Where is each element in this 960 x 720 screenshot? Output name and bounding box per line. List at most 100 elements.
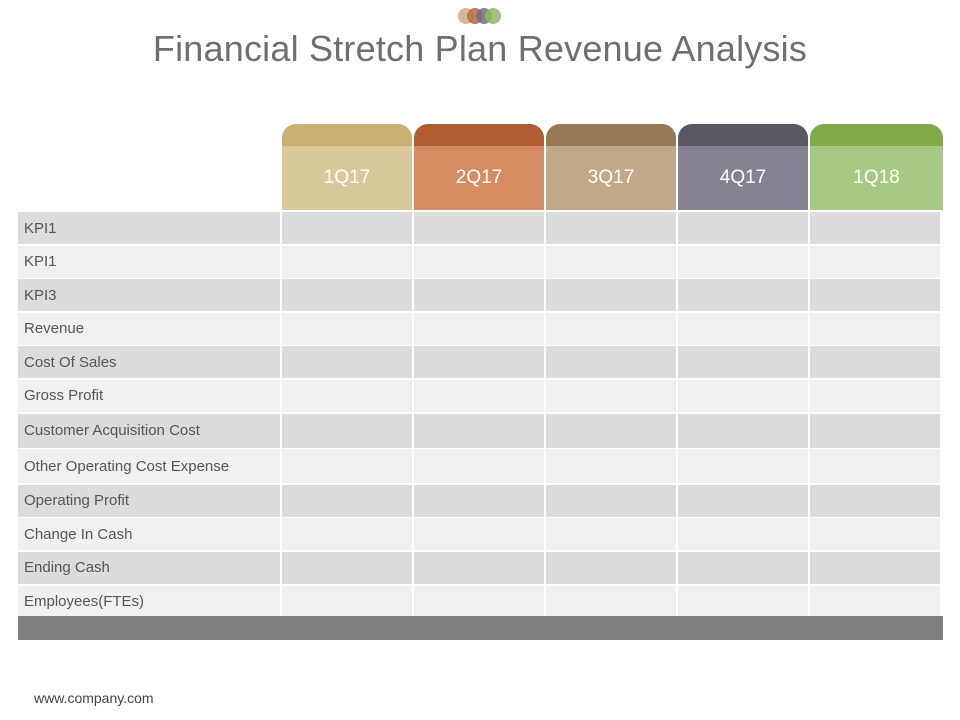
table-row: KPI1 <box>18 245 943 278</box>
column-header-label: 2Q17 <box>414 146 544 210</box>
column-header-label: 1Q18 <box>810 146 943 210</box>
table-cell[interactable] <box>678 551 808 584</box>
row-label: Customer Acquisition Cost <box>18 413 280 448</box>
logo-icon <box>458 8 504 26</box>
table-cell[interactable] <box>678 449 808 484</box>
table-cell[interactable] <box>282 413 412 448</box>
table-cell[interactable] <box>810 312 940 345</box>
footer-bar <box>18 616 943 640</box>
table-cell[interactable] <box>546 449 676 484</box>
column-header-label: 3Q17 <box>546 146 676 210</box>
table-row: Ending Cash <box>18 551 943 584</box>
table-cell[interactable] <box>678 585 808 618</box>
table-cell[interactable] <box>282 212 412 244</box>
column-header-label: 1Q17 <box>282 146 412 210</box>
data-table: KPI1 KPI1 KPI3 Revenue Cost Of Sales <box>18 212 943 619</box>
table-cell[interactable] <box>810 585 940 618</box>
table-cell[interactable] <box>810 245 940 278</box>
table-cell[interactable] <box>546 346 676 379</box>
column-header-cap <box>282 124 412 146</box>
table-cell[interactable] <box>678 245 808 278</box>
table-cell[interactable] <box>414 346 544 379</box>
table-cell[interactable] <box>414 518 544 551</box>
table-cell[interactable] <box>414 551 544 584</box>
table-cell[interactable] <box>810 518 940 551</box>
table-cell[interactable] <box>546 279 676 312</box>
table-cell[interactable] <box>546 379 676 412</box>
table-row: Revenue <box>18 312 943 345</box>
table-cell[interactable] <box>678 279 808 312</box>
table-cell[interactable] <box>282 245 412 278</box>
row-label: Revenue <box>18 312 280 345</box>
table-cell[interactable] <box>546 245 676 278</box>
table-cell[interactable] <box>810 279 940 312</box>
table-cell[interactable] <box>546 518 676 551</box>
row-label: Employees(FTEs) <box>18 585 280 618</box>
table-cell[interactable] <box>810 212 940 244</box>
table-cell[interactable] <box>810 346 940 379</box>
table-cell[interactable] <box>810 551 940 584</box>
company-url[interactable]: www.company.com <box>34 690 154 706</box>
table-cell[interactable] <box>678 413 808 448</box>
table-cell[interactable] <box>678 212 808 244</box>
table-cell[interactable] <box>678 484 808 517</box>
table-cell[interactable] <box>282 379 412 412</box>
table-cell[interactable] <box>678 312 808 345</box>
table-cell[interactable] <box>282 312 412 345</box>
table-cell[interactable] <box>546 212 676 244</box>
column-header-cap <box>678 124 808 146</box>
table-cell[interactable] <box>810 379 940 412</box>
table-cell[interactable] <box>546 585 676 618</box>
table-cell[interactable] <box>414 585 544 618</box>
table-cell[interactable] <box>414 449 544 484</box>
table-cell[interactable] <box>282 585 412 618</box>
table-cell[interactable] <box>282 518 412 551</box>
table-row: Cost Of Sales <box>18 346 943 379</box>
table-cell[interactable] <box>546 413 676 448</box>
table-row: Gross Profit <box>18 379 943 412</box>
table-cell[interactable] <box>282 279 412 312</box>
column-header-cap <box>414 124 544 146</box>
column-header-label: 4Q17 <box>678 146 808 210</box>
table-cell[interactable] <box>546 484 676 517</box>
table-cell[interactable] <box>414 413 544 448</box>
table-cell[interactable] <box>414 484 544 517</box>
table-cell[interactable] <box>678 379 808 412</box>
table-cell[interactable] <box>678 346 808 379</box>
table-cell[interactable] <box>546 312 676 345</box>
row-label: Ending Cash <box>18 551 280 584</box>
row-label: Operating Profit <box>18 484 280 517</box>
table-cell[interactable] <box>414 212 544 244</box>
table-cell[interactable] <box>282 551 412 584</box>
row-label: KPI1 <box>18 212 280 244</box>
row-label: Other Operating Cost Expense <box>18 449 280 484</box>
column-header-1: 1Q17 <box>282 124 412 210</box>
table-cell[interactable] <box>414 312 544 345</box>
table-cell[interactable] <box>282 346 412 379</box>
column-header-2: 2Q17 <box>414 124 544 210</box>
table-cell[interactable] <box>678 518 808 551</box>
column-header-3: 3Q17 <box>546 124 676 210</box>
row-label: KPI3 <box>18 279 280 312</box>
logo-circle-4 <box>485 8 501 24</box>
table-cell[interactable] <box>810 413 940 448</box>
table-row: Change In Cash <box>18 518 943 551</box>
column-header-cap <box>546 124 676 146</box>
column-header-5: 1Q18 <box>810 124 943 210</box>
row-label: Gross Profit <box>18 379 280 412</box>
table-cell[interactable] <box>414 279 544 312</box>
table-row: KPI3 <box>18 279 943 312</box>
row-label: Change In Cash <box>18 518 280 551</box>
table-cell[interactable] <box>810 484 940 517</box>
column-header-cap <box>810 124 943 146</box>
table-cell[interactable] <box>282 484 412 517</box>
table-row: Employees(FTEs) <box>18 585 943 618</box>
table-cell[interactable] <box>414 245 544 278</box>
table-row: Customer Acquisition Cost <box>18 413 943 448</box>
table-cell[interactable] <box>546 551 676 584</box>
table-cell[interactable] <box>282 449 412 484</box>
table-row: KPI1 <box>18 212 943 244</box>
page-title: Financial Stretch Plan Revenue Analysis <box>152 28 808 69</box>
table-cell[interactable] <box>414 379 544 412</box>
table-cell[interactable] <box>810 449 940 484</box>
